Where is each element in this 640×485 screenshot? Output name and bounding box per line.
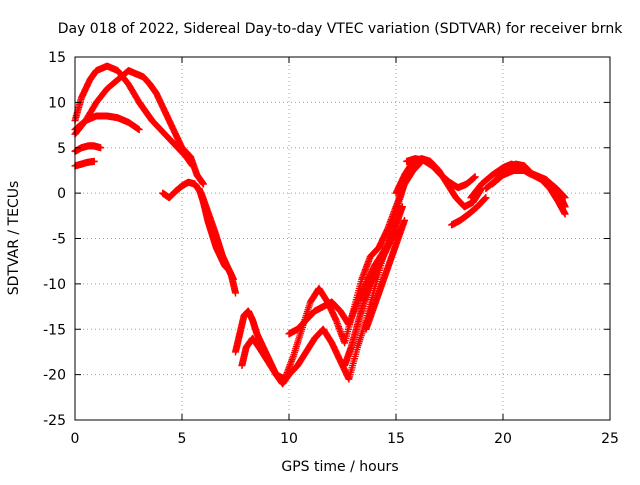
data-point xyxy=(229,275,237,283)
x-tick-label: 5 xyxy=(178,431,187,447)
data-point xyxy=(401,216,409,224)
series-arc-8 xyxy=(199,198,229,265)
data-point xyxy=(221,257,229,265)
data-point xyxy=(97,144,105,152)
series-arc-13 xyxy=(362,216,409,333)
series-arc-19 xyxy=(488,166,569,202)
series-arc-15 xyxy=(403,155,479,192)
series-arc-1 xyxy=(71,62,197,170)
y-tick-label: -15 xyxy=(43,322,66,338)
x-tick-label: 0 xyxy=(71,431,80,447)
data-point xyxy=(561,210,569,218)
x-axis-label: GPS time / hours xyxy=(281,459,398,475)
data-point xyxy=(561,194,569,202)
y-tick-label: 5 xyxy=(57,141,66,157)
x-tick-label: 20 xyxy=(494,431,512,447)
data-point xyxy=(232,289,239,297)
data-point xyxy=(398,203,406,211)
data-point xyxy=(199,180,207,188)
chart-title: Day 018 of 2022, Sidereal Day-to-day VTE… xyxy=(58,21,623,37)
data-series xyxy=(71,62,569,388)
x-tick-label: 10 xyxy=(280,431,298,447)
series-arc-3 xyxy=(71,112,143,134)
series-arc-16 xyxy=(448,194,490,229)
axes: 0 5 10 15 20 25 -25 -20 -15 -10 -5 0 5 10 15 xyxy=(43,50,619,447)
grid xyxy=(75,57,610,420)
data-point xyxy=(135,126,143,134)
y-axis-label: SDTVAR / TECUs xyxy=(6,181,22,296)
series-arc-4 xyxy=(71,142,105,155)
data-point xyxy=(90,157,98,165)
y-tick-label: -5 xyxy=(52,232,66,248)
x-tick-label: 25 xyxy=(601,431,619,447)
y-tick-label: -25 xyxy=(43,413,66,429)
data-point xyxy=(471,173,479,181)
series-arc-12 xyxy=(341,203,406,370)
y-tick-label: 0 xyxy=(57,186,66,202)
y-tick-label: 10 xyxy=(48,95,66,111)
y-tick-label: 15 xyxy=(48,50,66,66)
y-tick-label: -20 xyxy=(43,368,66,384)
data-point xyxy=(482,194,490,202)
y-tick-label: -10 xyxy=(43,277,66,293)
x-tick-label: 15 xyxy=(387,431,405,447)
